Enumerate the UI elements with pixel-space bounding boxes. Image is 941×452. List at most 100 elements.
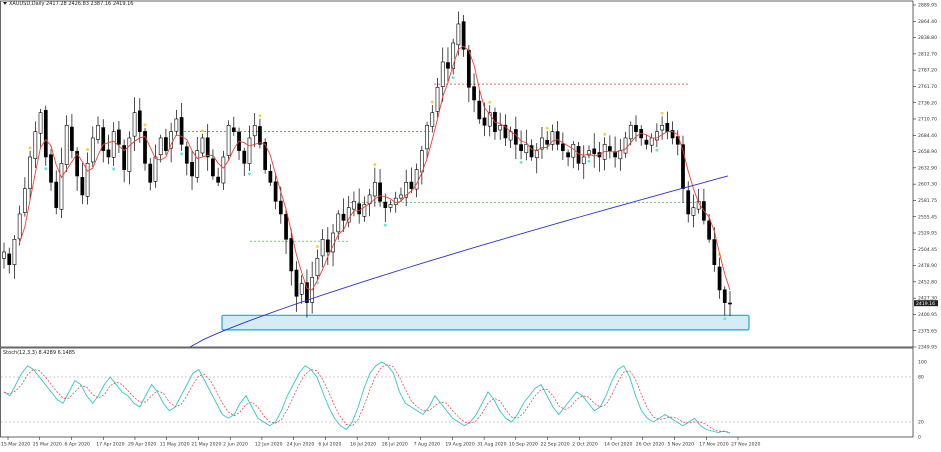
candle[interactable] xyxy=(435,87,440,112)
candle[interactable] xyxy=(357,203,362,215)
candle[interactable] xyxy=(258,126,262,145)
candle[interactable] xyxy=(372,182,377,197)
candle[interactable] xyxy=(117,129,121,145)
candle[interactable] xyxy=(231,127,236,132)
candle[interactable] xyxy=(216,176,221,183)
candle[interactable] xyxy=(137,110,142,132)
candle[interactable] xyxy=(691,207,696,216)
candle[interactable] xyxy=(252,125,257,137)
candle[interactable] xyxy=(686,190,691,215)
candle[interactable] xyxy=(153,156,158,182)
candle[interactable] xyxy=(414,169,419,190)
candle[interactable] xyxy=(472,86,476,101)
candle[interactable] xyxy=(665,123,670,132)
candle[interactable] xyxy=(200,137,205,154)
candle[interactable] xyxy=(158,137,163,155)
candle[interactable] xyxy=(655,131,659,141)
candle[interactable] xyxy=(670,130,675,139)
candle[interactable] xyxy=(430,112,435,127)
candle[interactable] xyxy=(717,266,722,291)
candle[interactable] xyxy=(195,150,200,178)
candle[interactable] xyxy=(560,143,565,151)
candle[interactable] xyxy=(106,149,111,158)
candle[interactable] xyxy=(7,253,12,265)
candle[interactable] xyxy=(70,126,74,151)
candle[interactable] xyxy=(571,144,576,158)
candle[interactable] xyxy=(513,129,518,145)
candle[interactable] xyxy=(404,182,409,198)
candle[interactable] xyxy=(132,112,137,137)
candle[interactable] xyxy=(315,258,320,276)
candle[interactable] xyxy=(644,139,649,145)
candle[interactable] xyxy=(190,161,194,177)
candle[interactable] xyxy=(519,144,523,151)
candle[interactable] xyxy=(487,112,492,127)
candle[interactable] xyxy=(634,125,638,132)
candle[interactable] xyxy=(477,100,482,120)
candle[interactable] xyxy=(148,163,153,183)
candle[interactable] xyxy=(399,194,403,199)
candle[interactable] xyxy=(587,150,591,156)
candle[interactable] xyxy=(576,146,581,164)
candle[interactable] xyxy=(362,204,367,217)
candle[interactable] xyxy=(122,145,126,170)
candle[interactable] xyxy=(378,182,382,202)
candle[interactable] xyxy=(96,125,100,140)
candle[interactable] xyxy=(278,200,283,215)
candle[interactable] xyxy=(613,151,617,158)
candle[interactable] xyxy=(529,145,534,158)
candle[interactable] xyxy=(54,181,59,208)
candle[interactable] xyxy=(649,137,654,146)
candle[interactable] xyxy=(49,154,53,183)
support-zone-box[interactable] xyxy=(221,314,750,331)
candle[interactable] xyxy=(64,125,69,165)
candle[interactable] xyxy=(101,127,106,151)
candle[interactable] xyxy=(446,62,450,69)
candle[interactable] xyxy=(440,61,445,87)
candle[interactable] xyxy=(540,137,544,150)
candle[interactable] xyxy=(623,137,628,154)
candle[interactable] xyxy=(305,282,309,303)
candle[interactable] xyxy=(566,152,570,158)
candle[interactable] xyxy=(618,150,623,160)
candle[interactable] xyxy=(59,163,64,210)
candle[interactable] xyxy=(456,23,461,46)
candle[interactable] xyxy=(707,220,711,240)
candle[interactable] xyxy=(482,117,487,126)
candle[interactable] xyxy=(712,239,717,265)
candle[interactable] xyxy=(90,137,95,163)
candle[interactable] xyxy=(226,125,231,156)
candle[interactable] xyxy=(284,214,288,240)
candle[interactable] xyxy=(498,125,503,131)
candle[interactable] xyxy=(179,117,184,145)
candle[interactable] xyxy=(545,139,550,145)
candle[interactable] xyxy=(320,239,325,257)
candle[interactable] xyxy=(728,302,732,305)
candle[interactable] xyxy=(242,150,247,164)
candle[interactable] xyxy=(211,158,215,177)
candle[interactable] xyxy=(722,289,727,303)
candle[interactable] xyxy=(660,125,664,131)
candle[interactable] xyxy=(143,131,147,164)
candle[interactable] xyxy=(341,213,346,221)
candle[interactable] xyxy=(164,137,168,151)
candle[interactable] xyxy=(263,142,268,170)
candle[interactable] xyxy=(534,150,539,159)
candle[interactable] xyxy=(221,156,226,184)
candle[interactable] xyxy=(466,49,471,88)
candle[interactable] xyxy=(555,131,560,145)
candle[interactable] xyxy=(169,131,174,149)
candle[interactable] xyxy=(2,251,6,259)
candle[interactable] xyxy=(23,188,27,213)
candle[interactable] xyxy=(273,181,278,202)
candle[interactable] xyxy=(299,283,304,295)
candle[interactable] xyxy=(205,137,210,158)
candle[interactable] xyxy=(174,118,179,132)
candle[interactable] xyxy=(75,151,79,177)
candle[interactable] xyxy=(388,204,393,208)
candle[interactable] xyxy=(461,21,466,50)
candle[interactable] xyxy=(294,269,299,297)
candle[interactable] xyxy=(85,163,90,197)
candle[interactable] xyxy=(352,201,356,210)
